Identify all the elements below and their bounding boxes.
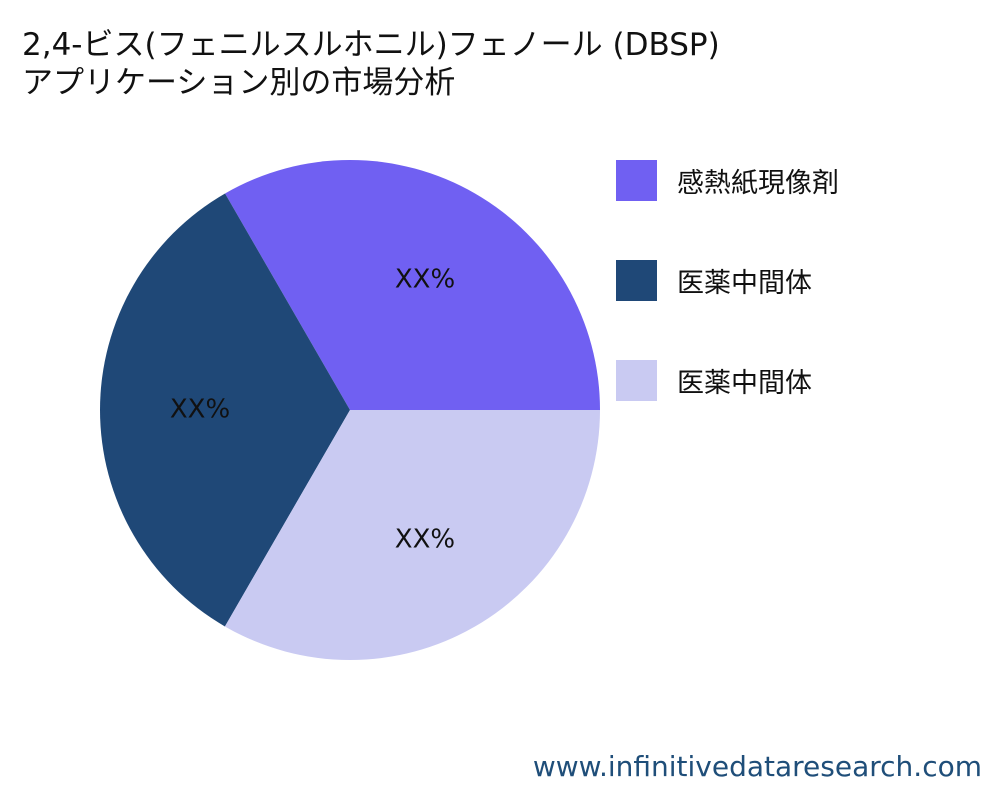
- legend-item-2: 医薬中間体: [616, 259, 839, 301]
- chart-title-line-2: アプリケーション別の市場分析: [22, 65, 456, 101]
- legend-label-3: 医薬中間体: [677, 367, 812, 399]
- chart-title-line-1: 2,4-ビス(フェニルスルホニル)フェノール (DBSP): [22, 27, 720, 63]
- slice-label-3: XX%: [395, 524, 455, 554]
- legend-label-1: 感熱紙現像剤: [677, 167, 839, 199]
- legend-swatch-2: [616, 259, 657, 301]
- pie-slice-2: [100, 193, 351, 627]
- source-url[interactable]: www.infinitivedataresearch.com: [532, 750, 982, 783]
- pie-slice-1: [225, 160, 601, 410]
- slice-label-2: XX%: [170, 394, 230, 424]
- chart-legend: 感熱紙現像剤 医薬中間体 医薬中間体: [616, 159, 839, 460]
- legend-item-3: 医薬中間体: [616, 359, 839, 401]
- legend-swatch-1: [616, 159, 657, 201]
- pie-slice-3: [224, 410, 600, 660]
- legend-label-2: 医薬中間体: [677, 267, 812, 299]
- slice-label-1: XX%: [395, 265, 455, 295]
- legend-swatch-3: [616, 359, 657, 401]
- legend-item-1: 感熱紙現像剤: [616, 159, 839, 201]
- chart-title: 2,4-ビス(フェニルスルホニル)フェノール (DBSP) アプリケーション別の…: [22, 26, 720, 102]
